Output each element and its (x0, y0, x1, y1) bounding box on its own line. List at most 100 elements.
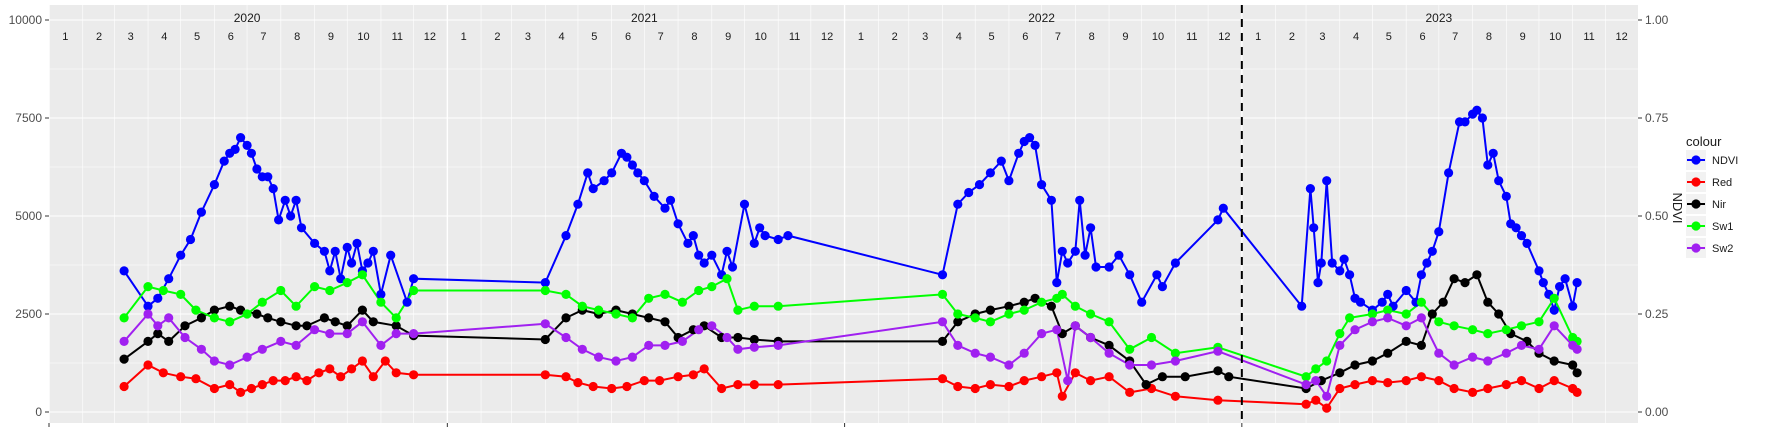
data-point-sw1 (627, 313, 638, 323)
month-label: 6 (1022, 31, 1028, 43)
data-point-red (561, 372, 571, 382)
data-point-ndvi (164, 274, 174, 284)
month-label: 5 (194, 31, 200, 43)
data-point-sw1 (1170, 348, 1180, 358)
data-point-sw2 (1572, 344, 1582, 354)
data-point-ndvi (291, 195, 301, 205)
data-point-red (717, 383, 727, 394)
data-point-nir (1367, 356, 1377, 366)
data-point-ndvi (310, 238, 320, 248)
month-label: 4 (559, 31, 565, 43)
data-point-ndvi (196, 207, 206, 217)
data-point-red (1104, 372, 1114, 382)
data-point-sw1 (1057, 289, 1067, 299)
data-point-sw1 (953, 309, 963, 319)
data-point-red (209, 383, 219, 394)
data-point-red (357, 356, 367, 366)
data-point-ndvi (760, 231, 770, 241)
data-point-ndvi (1030, 140, 1040, 150)
y-axis-tick-label: 5000 (15, 209, 42, 223)
data-point-sw1 (310, 282, 320, 292)
data-point-ndvi (325, 266, 335, 276)
data-point-ndvi (1316, 258, 1326, 268)
data-point-ndvi (1345, 270, 1355, 280)
data-point-sw2 (1383, 313, 1393, 323)
data-point-sw1 (749, 301, 759, 311)
data-point-red (1019, 376, 1029, 386)
data-point-ndvi (588, 184, 598, 194)
data-point-ndvi (246, 148, 256, 158)
data-point-red (1468, 387, 1478, 397)
month-label: 6 (228, 31, 234, 43)
month-label: 4 (956, 31, 962, 43)
data-point-sw2 (310, 325, 320, 335)
data-point-sw2 (1052, 325, 1062, 335)
data-point-sw2 (1449, 360, 1459, 370)
data-point-nir (1004, 301, 1014, 311)
month-label: 4 (1353, 31, 1359, 43)
month-label: 5 (591, 31, 597, 43)
data-point-sw1 (325, 285, 335, 296)
data-point-sw2 (694, 325, 704, 335)
data-point-red (607, 383, 617, 394)
year-label: 2021 (631, 11, 658, 25)
data-point-ndvi (1080, 250, 1090, 260)
data-point-sw2 (1416, 313, 1426, 323)
data-point-red (268, 376, 278, 386)
data-point-nir (1019, 297, 1029, 307)
data-point-sw2 (1534, 344, 1544, 354)
data-point-red (1449, 383, 1459, 394)
data-point-ndvi (1070, 246, 1080, 256)
data-point-sw1 (276, 285, 286, 296)
data-point-sw1 (257, 297, 267, 307)
data-point-nir (1224, 372, 1234, 382)
data-point-sw1 (391, 313, 401, 323)
data-point-red (314, 368, 324, 378)
data-point-sw1 (176, 289, 186, 299)
data-point-nir (1157, 372, 1167, 382)
month-label: 12 (1616, 31, 1628, 43)
data-point-nir (1494, 309, 1504, 319)
data-point-ndvi (1091, 262, 1101, 272)
year-label: 2023 (1425, 11, 1452, 25)
data-point-sw1 (1534, 317, 1544, 327)
month-label: 9 (725, 31, 731, 43)
data-point-ndvi (242, 140, 252, 150)
data-point-nir (1350, 360, 1360, 370)
data-point-sw1 (291, 301, 301, 311)
data-point-red (409, 370, 419, 380)
data-point-ndvi (219, 156, 229, 166)
data-point-nir (937, 336, 948, 346)
data-point-red (1301, 399, 1311, 409)
data-point-red (325, 364, 335, 374)
data-point-ndvi (665, 195, 676, 205)
data-point-sw2 (540, 319, 550, 329)
month-label: 3 (525, 31, 531, 43)
legend-title: colour (1686, 134, 1722, 149)
data-point-ndvi (352, 238, 362, 248)
data-point-nir (196, 313, 206, 323)
data-point-ndvi (660, 203, 670, 213)
data-point-ndvi (1086, 223, 1096, 233)
data-point-red (688, 370, 698, 380)
month-label: 3 (128, 31, 134, 43)
data-point-nir (660, 317, 670, 327)
data-point-ndvi (937, 270, 948, 280)
data-point-sw1 (342, 278, 352, 288)
y2-axis-tick-label: 1.00 (1645, 13, 1669, 27)
data-point-ndvi (330, 246, 340, 256)
data-point-sw2 (357, 317, 367, 327)
month-label: 1 (62, 31, 68, 43)
data-point-sw2 (594, 352, 604, 362)
data-point-sw2 (1367, 317, 1377, 327)
data-point-nir (733, 332, 743, 343)
month-label: 6 (1419, 31, 1425, 43)
data-point-sw2 (276, 336, 286, 346)
data-point-ndvi (1572, 278, 1582, 288)
data-point-ndvi (1075, 195, 1085, 205)
data-point-red (225, 380, 235, 390)
data-point-nir (291, 321, 301, 331)
data-point-ndvi (1004, 176, 1014, 186)
data-point-sw2 (773, 340, 783, 350)
data-point-sw1 (1019, 305, 1029, 315)
